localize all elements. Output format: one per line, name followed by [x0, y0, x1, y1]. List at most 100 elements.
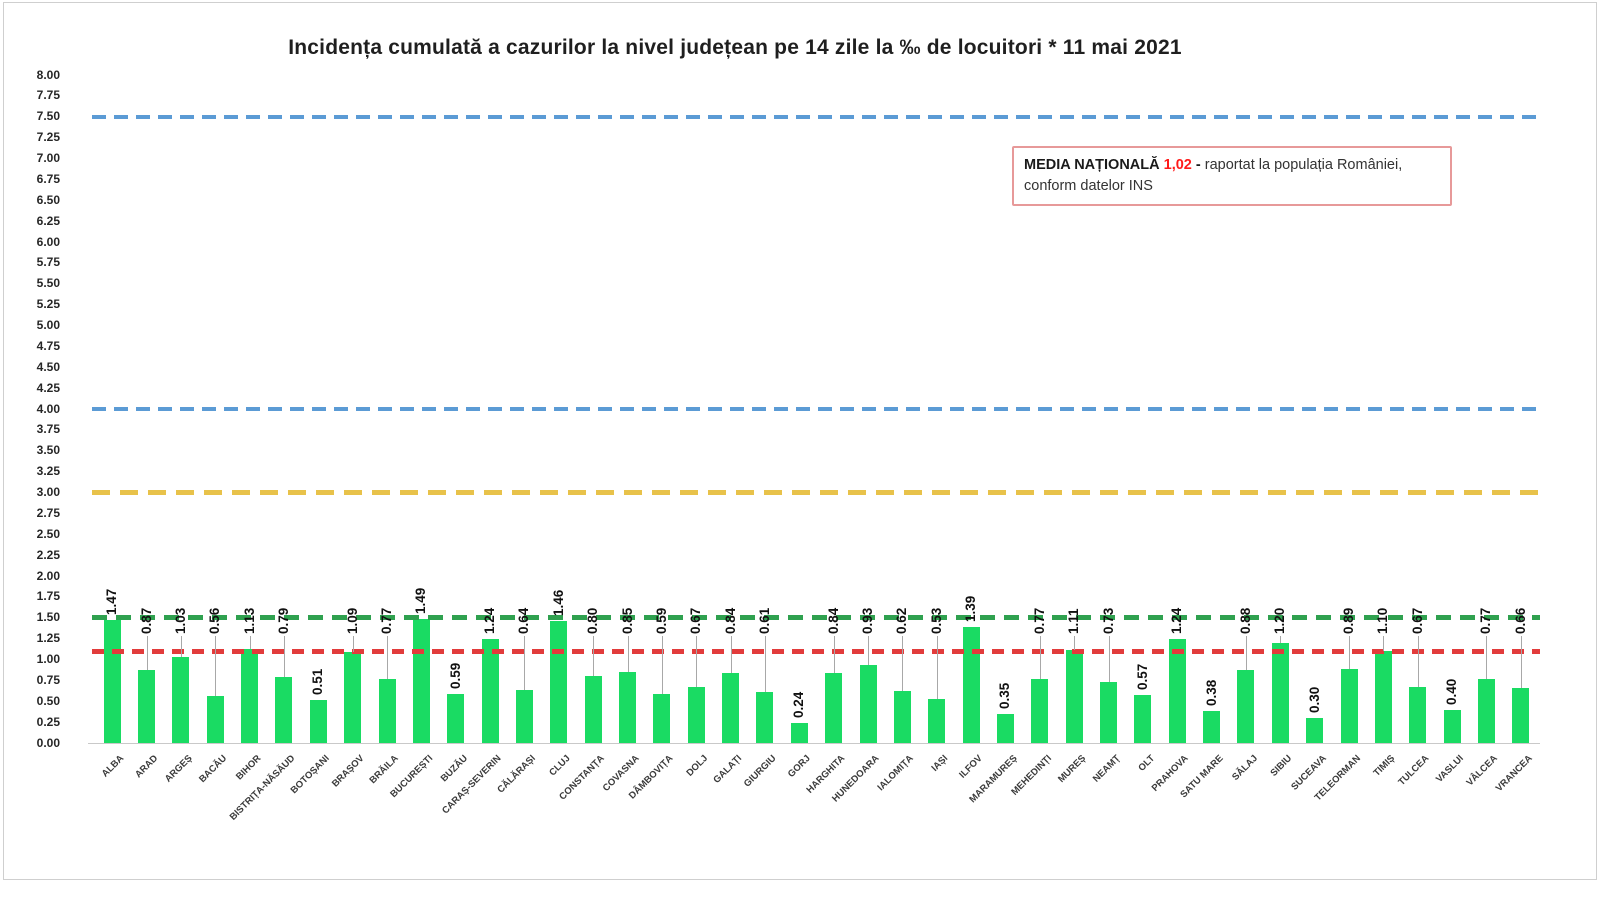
bar	[1134, 695, 1152, 743]
bar-value-label: 0.88	[1237, 608, 1253, 635]
bar	[378, 678, 396, 743]
bar	[1031, 678, 1049, 743]
x-axis-line	[88, 743, 1540, 744]
y-tick-label: 1.00	[36, 652, 60, 666]
bar	[138, 670, 156, 743]
bar	[962, 626, 980, 743]
bar	[790, 722, 808, 743]
leader-line	[1417, 636, 1419, 688]
bar	[1409, 687, 1427, 743]
bar	[412, 618, 430, 743]
callout-separator: -	[1195, 157, 1201, 173]
bar-value-label: 0.73	[1100, 608, 1116, 635]
bar-value-label: 0.89	[1341, 608, 1357, 635]
bar	[1065, 650, 1083, 743]
y-tick-label: 1.50	[36, 610, 60, 625]
leader-line	[352, 636, 354, 652]
bar-value-label: 0.93	[860, 608, 876, 635]
bar-value-label: 0.53	[928, 608, 944, 635]
bar-value-label: 0.67	[688, 608, 704, 635]
leader-line	[215, 636, 217, 697]
bar	[1477, 678, 1495, 743]
bar-value-label: 0.24	[791, 691, 807, 718]
leader-line	[1520, 636, 1522, 688]
bar	[206, 696, 224, 743]
bar-value-label: 1.09	[344, 608, 360, 635]
bar	[928, 698, 946, 743]
y-tick-label: 4.25	[36, 380, 60, 395]
reference-line	[92, 615, 1540, 621]
bar-value-label: 1.49	[413, 587, 429, 614]
bar-value-label: 1.11	[1066, 608, 1082, 635]
bar-value-label: 0.38	[1203, 679, 1219, 707]
bar-value-label: 0.77	[1031, 608, 1047, 635]
bar-value-label: 0.59	[653, 608, 669, 635]
bar	[653, 693, 671, 743]
bar	[1168, 639, 1186, 743]
bar	[1203, 711, 1221, 743]
y-tick-label: 3.75	[36, 422, 60, 437]
bar	[1306, 717, 1324, 743]
bar-value-label: 1.03	[172, 608, 188, 635]
bar	[1340, 668, 1358, 743]
y-tick-label: 0.00	[36, 735, 60, 750]
bar-value-label: 0.66	[1512, 608, 1528, 635]
bar-value-label: 0.62	[894, 608, 910, 635]
y-tick-label: 7.75	[36, 88, 60, 103]
y-tick-label: 7.00	[36, 151, 60, 165]
bar	[1374, 651, 1392, 743]
y-tick-label: 4.50	[36, 359, 60, 374]
bar-value-label: 0.61	[756, 608, 772, 635]
leader-line	[1349, 636, 1351, 669]
bar-value-label: 1.46	[550, 589, 566, 617]
bar-value-label: 0.79	[275, 608, 291, 635]
bar	[103, 620, 121, 743]
leader-line	[1108, 636, 1110, 683]
bar	[756, 692, 774, 743]
bar	[515, 689, 533, 743]
y-tick-label: 1.25	[36, 631, 60, 646]
y-tick-label: 6.50	[36, 192, 60, 207]
bar-value-label: 0.56	[207, 608, 223, 635]
bar-value-label: 0.84	[825, 608, 841, 635]
bar	[447, 693, 465, 743]
y-tick-label: 6.00	[36, 234, 60, 249]
bar-value-label: 1.39	[963, 595, 979, 622]
bar-value-label: 0.40	[1444, 678, 1460, 705]
bar-value-label: 1.10	[1375, 608, 1391, 635]
y-tick-label: 3.00	[36, 485, 60, 499]
national-average-description: raportat la populația României, conform …	[1024, 157, 1403, 194]
national-average-label: MEDIA NAȚIONALĂ	[1024, 157, 1160, 173]
y-tick-label: 5.25	[36, 297, 60, 312]
bar-value-label: 1.47	[104, 588, 120, 616]
bar	[687, 687, 705, 743]
bar	[172, 656, 190, 743]
leader-line	[1383, 636, 1385, 652]
y-tick-label: 6.75	[36, 171, 60, 186]
bar-value-label: 0.84	[722, 608, 738, 635]
bar-value-label: 0.87	[138, 608, 154, 635]
leader-line	[764, 636, 766, 693]
bar-value-label: 1.13	[241, 608, 257, 635]
bar-value-label: 0.77	[1478, 608, 1494, 635]
y-tick-label: 6.25	[36, 213, 60, 228]
bar-value-label: 0.30	[1306, 686, 1322, 713]
y-tick-label: 5.00	[36, 318, 60, 332]
bar	[344, 651, 362, 743]
y-tick-label: 3.25	[36, 464, 60, 479]
bar	[1271, 642, 1289, 743]
y-tick-label: 4.00	[36, 401, 60, 416]
leader-line	[868, 636, 870, 666]
leader-line	[1280, 636, 1282, 643]
bar	[619, 672, 637, 743]
leader-line	[1486, 636, 1488, 679]
y-tick-label: 3.50	[36, 443, 60, 458]
reference-line	[92, 490, 1540, 495]
bar-value-label: 1.20	[1272, 608, 1288, 635]
y-tick-label: 5.50	[36, 276, 60, 291]
y-tick-label: 1.75	[36, 589, 60, 604]
y-tick-label: 0.50	[36, 693, 60, 708]
leader-line	[524, 636, 526, 690]
y-tick-label: 2.00	[36, 568, 60, 583]
leader-line	[387, 636, 389, 679]
